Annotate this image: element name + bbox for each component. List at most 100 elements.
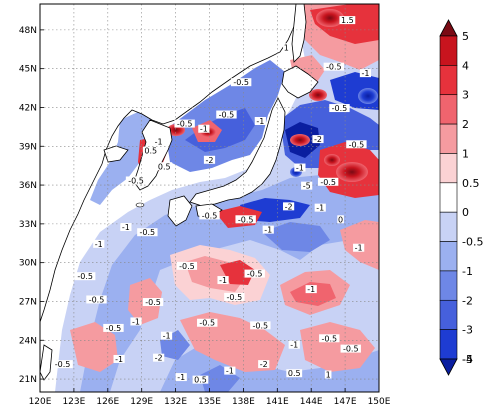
contour-label-bg [176, 261, 198, 270]
contour-label: -1 [316, 204, 324, 213]
contour-label-bg [254, 116, 266, 125]
contour-label: 0.5 [194, 376, 207, 385]
contour-label-bg [258, 360, 270, 369]
lon-tick-label: 135E [198, 397, 221, 407]
contour-label-bg [156, 162, 173, 171]
contour-label: -0.5 [238, 215, 254, 224]
cool-patch-1 [262, 222, 330, 252]
colorbar-band [439, 241, 458, 272]
contour-label-bg [230, 78, 252, 87]
contour-label-bg [175, 373, 187, 382]
contour-label-bg [153, 137, 165, 146]
colorbar-tick-label: 2 [462, 118, 469, 131]
contour-label: -1 [226, 367, 234, 376]
contour-label: 1 [284, 43, 289, 52]
contour-label: -2 [155, 354, 163, 363]
contour-label-bg [125, 176, 147, 185]
contour-label: -0.5 [219, 111, 235, 120]
land-korea [133, 119, 173, 191]
lon-tick-label: 123E [62, 397, 85, 407]
contour-label-bg [113, 354, 125, 363]
contour-label-bg [283, 43, 290, 52]
lat-tick-label: 39N [19, 142, 37, 152]
contour-label-bg [294, 163, 306, 172]
contour-label: -5 [303, 182, 311, 191]
contour-label: -2 [285, 202, 293, 211]
contour-label: -0.5 [202, 211, 218, 220]
contour-label: -0.5 [233, 78, 249, 87]
lon-axis: 120E 123E 126E 129E 132E 135E 138E 141E 144E 147E… [29, 388, 391, 407]
contour-label: -1 [355, 244, 363, 253]
contour-label-bg [93, 239, 105, 248]
contour-label-bg [250, 321, 271, 330]
contour-label: -1 [115, 355, 123, 364]
hotspot-okhotsk [316, 9, 344, 27]
land-shandong [103, 145, 129, 163]
contour-label-bg [197, 318, 218, 327]
contour-label-bg [142, 146, 159, 155]
contour-label: -0.5 [247, 270, 263, 279]
lon-tick-label: 132E [164, 397, 187, 407]
contour-label: -0.5 [177, 120, 193, 129]
land-taiwan [40, 344, 53, 381]
contour-label: -1 [219, 276, 227, 285]
contour-label-bg [216, 110, 237, 119]
contour-label-bg [52, 360, 73, 369]
contour-label: -1 [132, 317, 140, 326]
colorbar-tick-label: -4 [462, 353, 473, 366]
contour-label-bg [192, 375, 209, 384]
contour-label-bg [224, 366, 236, 375]
land-kyushu [167, 195, 193, 227]
colorbar-extend-bottom [439, 358, 458, 376]
contour-label: -0.5 [55, 360, 71, 369]
contour-label: -1 [155, 138, 163, 147]
colorbar-tick-label: -2 [462, 294, 473, 307]
contour-label: -2 [206, 156, 214, 165]
contour-label: -0.5 [106, 324, 122, 333]
lon-tick-label: 129E [130, 397, 153, 407]
colorbar-tick-label: -5 [462, 353, 473, 366]
lat-tick-label: 21N [19, 375, 37, 385]
contour-label-bg [235, 215, 256, 224]
warm-patch-4 [290, 282, 336, 306]
contour-label: -1 [256, 117, 264, 126]
colorbar-tick-label: 3 [462, 89, 469, 102]
contour-label: -0.5 [145, 298, 161, 307]
contour-label-bg [137, 228, 158, 237]
lat-tick-label: 42N [19, 103, 37, 113]
colorbar-tick-label: -3 [462, 324, 473, 337]
warm-patch-7 [70, 322, 118, 372]
contour-label: -2 [314, 135, 322, 144]
land-sakhalin [291, 4, 307, 63]
colorbar-band [439, 299, 458, 330]
land-jeju [135, 202, 145, 208]
colorbar-band [439, 329, 458, 360]
contour-label-bg [314, 203, 326, 212]
contour-label: -0.5 [89, 295, 105, 304]
colorbar-band [439, 35, 458, 66]
colorbar-band [439, 65, 458, 96]
lon-tick-label: 138E [232, 397, 255, 407]
contour-label: -0.5 [320, 178, 336, 187]
lat-tick-label: 30N [19, 259, 37, 269]
contour-label-bg [317, 177, 339, 186]
land-asia [40, 4, 301, 323]
contour-label-bg [160, 331, 173, 340]
contour-label-bg [283, 202, 295, 211]
contour-label: -0.5 [321, 334, 337, 343]
contour-label: -1 [177, 373, 185, 382]
contour-label-bg [262, 225, 274, 234]
lon-tick-label: 144E [300, 397, 323, 407]
lon-tick-label: 150E [368, 397, 391, 407]
lon-tick-label: 147E [334, 397, 357, 407]
lat-tick-label: 27N [19, 297, 37, 307]
contour-label: 0.5 [144, 147, 157, 156]
warm-patch-9 [300, 322, 375, 372]
contour-label-bg [340, 344, 361, 353]
contour-label: -1 [122, 223, 130, 232]
contour-label-bg [199, 211, 220, 220]
lon-tick-label: 126E [96, 397, 119, 407]
colorbar-band [439, 270, 458, 301]
contour-label: -0.5 [128, 176, 144, 185]
contour-label: 1 [326, 370, 331, 379]
